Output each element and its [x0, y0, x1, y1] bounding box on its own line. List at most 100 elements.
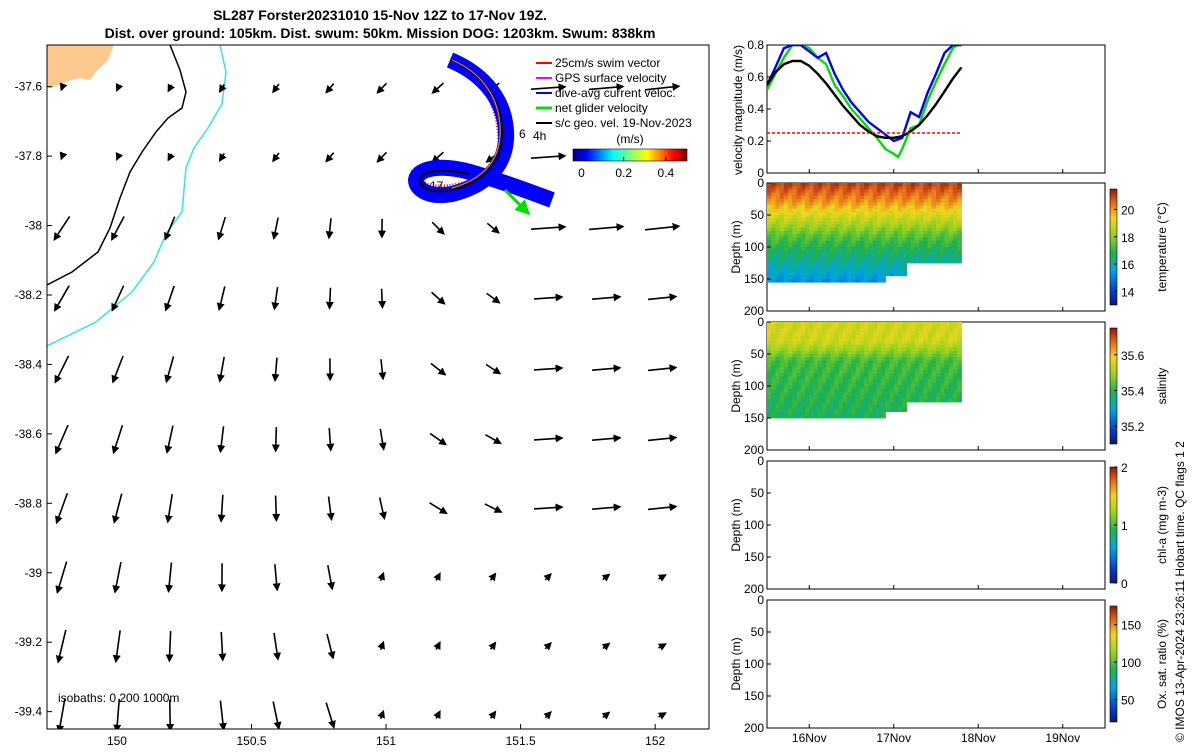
- temperature-cell: [864, 199, 869, 203]
- temperature-cell: [856, 205, 861, 209]
- temperature-cell: [792, 276, 797, 280]
- temperature-colorbar-tick-label: 18: [1121, 231, 1135, 245]
- salinity-cell: [801, 357, 806, 361]
- salinity-cell: [928, 364, 933, 368]
- salinity-ytick-label: 50: [751, 347, 765, 361]
- temperature-cell: [932, 244, 937, 248]
- salinity-cell: [868, 357, 873, 361]
- temperature-cell: [797, 189, 802, 193]
- temperature-cell: [856, 212, 861, 216]
- salinity-cell: [856, 405, 861, 409]
- salinity-cell: [881, 380, 886, 384]
- salinity-cell: [928, 338, 933, 342]
- salinity-cell: [801, 402, 806, 406]
- temperature-cell: [822, 225, 827, 229]
- salinity-cell: [949, 380, 954, 384]
- temperature-cell: [826, 279, 831, 283]
- salinity-cell: [911, 376, 916, 380]
- temperature-cell: [813, 225, 818, 229]
- salinity-cell: [847, 351, 852, 355]
- isobath-note: isobaths: 0 200 1000m: [58, 691, 179, 705]
- salinity-cell: [839, 408, 844, 412]
- salinity-cell: [936, 383, 941, 387]
- salinity-cell: [843, 357, 848, 361]
- temperature-cell: [915, 202, 920, 206]
- temperature-cell: [898, 234, 903, 238]
- temperature-cell: [932, 205, 937, 209]
- temperature-cell: [953, 221, 958, 225]
- temperature-cell: [949, 260, 954, 264]
- salinity-cell: [813, 338, 818, 342]
- temperature-cell: [877, 241, 882, 245]
- temperature-cell: [885, 193, 890, 197]
- salinity-cell: [771, 396, 776, 400]
- salinity-cell: [894, 332, 899, 336]
- salinity-cell: [902, 386, 907, 390]
- temperature-cell: [780, 250, 785, 254]
- temperature-cell: [852, 193, 857, 197]
- salinity-cell: [894, 344, 899, 348]
- temperature-cell: [957, 186, 962, 190]
- temperature-cell: [890, 215, 895, 219]
- chla-colorbar-label: chl-a (mg m-3): [1155, 486, 1169, 564]
- salinity-cell: [894, 405, 899, 409]
- salinity-cell: [873, 399, 878, 403]
- temperature-cell: [864, 212, 869, 216]
- salinity-cell: [923, 364, 928, 368]
- salinity-cell: [767, 373, 772, 377]
- temperature-cell: [847, 263, 852, 267]
- temperature-cell: [864, 253, 869, 257]
- temperature-cell: [877, 260, 882, 264]
- salinity-cell: [881, 351, 886, 355]
- salinity-cell: [788, 367, 793, 371]
- salinity-cell: [928, 351, 933, 355]
- temperature-cell: [826, 237, 831, 241]
- temperature-cell: [847, 231, 852, 235]
- salinity-cell: [890, 402, 895, 406]
- temperature-cell: [830, 260, 835, 264]
- temperature-cell: [839, 193, 844, 197]
- salinity-cell: [940, 335, 945, 339]
- salinity-cell: [847, 383, 852, 387]
- salinity-cell: [864, 367, 869, 371]
- temperature-cell: [936, 196, 941, 200]
- salinity-cell: [818, 332, 823, 336]
- temperature-cell: [949, 250, 954, 254]
- salinity-cell: [894, 408, 899, 412]
- salinity-cell: [932, 357, 937, 361]
- salinity-cell: [894, 335, 899, 339]
- temperature-cell: [877, 218, 882, 222]
- temperature-cell: [818, 183, 823, 187]
- salinity-cell: [949, 348, 954, 352]
- salinity-cell: [771, 405, 776, 409]
- temperature-cell: [919, 237, 924, 241]
- temperature-cell: [813, 183, 818, 187]
- temperature-cell: [873, 276, 878, 280]
- salinity-cell: [847, 328, 852, 332]
- temperature-cell: [894, 193, 899, 197]
- salinity-cell: [839, 357, 844, 361]
- salinity-cell: [923, 376, 928, 380]
- temperature-cell: [797, 276, 802, 280]
- oxygen-axes: [767, 600, 1105, 728]
- temperature-cell: [932, 237, 937, 241]
- temperature-cell: [788, 253, 793, 257]
- salinity-cell: [949, 399, 954, 403]
- temperature-cell: [881, 196, 886, 200]
- salinity-cell: [928, 380, 933, 384]
- temperature-cell: [771, 183, 776, 187]
- temperature-cell: [860, 215, 865, 219]
- salinity-cell: [813, 392, 818, 396]
- temperature-cell: [835, 189, 840, 193]
- salinity-cell: [957, 354, 962, 358]
- temperature-cell: [805, 209, 810, 213]
- salinity-cell: [852, 341, 857, 345]
- temperature-cell: [847, 241, 852, 245]
- salinity-cell: [801, 386, 806, 390]
- salinity-cell: [936, 332, 941, 336]
- salinity-cell: [826, 360, 831, 364]
- salinity-cell: [953, 389, 958, 393]
- temperature-cell: [860, 269, 865, 273]
- temperature-cell: [788, 228, 793, 232]
- temperature-cell: [957, 205, 962, 209]
